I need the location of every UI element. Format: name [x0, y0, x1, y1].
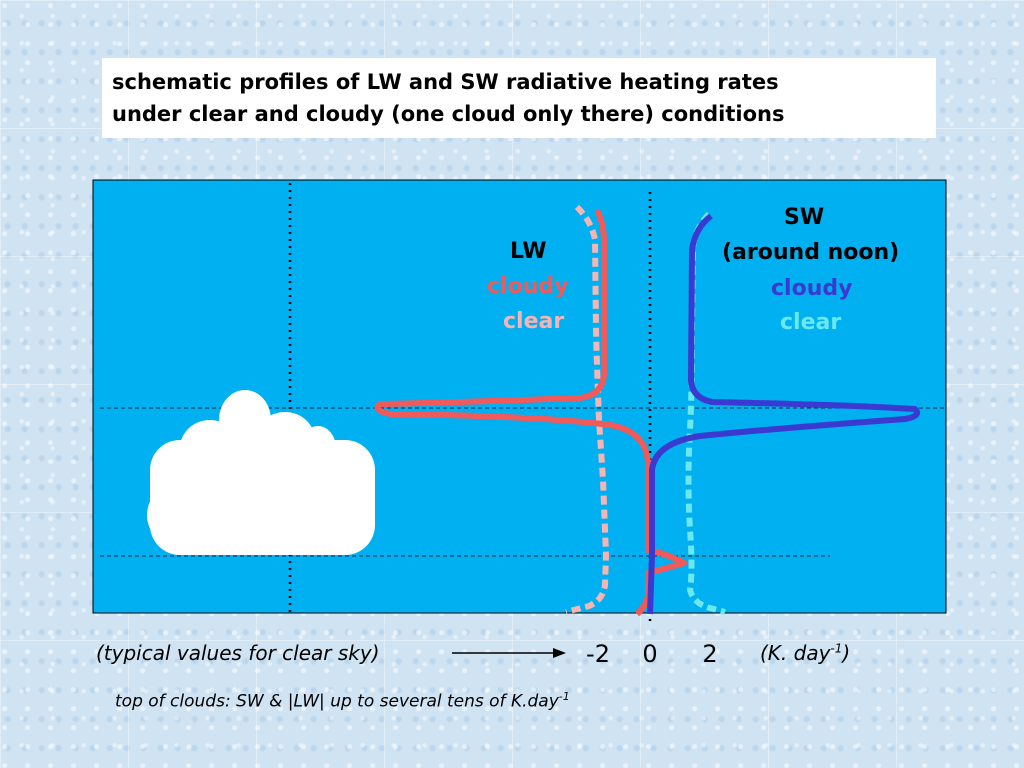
tick-label-minus-2: -2 [586, 640, 610, 668]
title-line-2: under clear and cloudy (one cloud only t… [112, 102, 785, 126]
footnote: top of clouds: SW & |LW| up to several t… [115, 690, 570, 712]
lw-cloudy-profile [374, 208, 687, 617]
sw-cloudy-label: cloudy [771, 276, 853, 301]
unit-exponent: -1 [830, 641, 843, 656]
unit-suffix: ) [842, 641, 851, 665]
lw-clear-label: clear [503, 309, 565, 334]
unit-label: (K. day-1) [760, 641, 850, 665]
footnote-exponent: -1 [558, 690, 570, 703]
footnote-text: top of clouds: SW & |LW| up to several t… [115, 691, 559, 712]
sw-clear-label: clear [780, 310, 842, 335]
tick-label-0: 0 [642, 640, 658, 668]
axis-note: (typical values for clear sky) [96, 641, 380, 665]
sw-clear-profile [685, 211, 726, 615]
sw-heading: SW [784, 205, 825, 230]
title-box: schematic profiles of LW and SW radiativ… [102, 58, 936, 138]
tick-label-2: 2 [702, 640, 718, 668]
title-line-1: schematic profiles of LW and SW radiativ… [112, 70, 779, 94]
lw-cloudy-label: cloudy [487, 274, 569, 299]
sw-subheading: (around noon) [722, 240, 900, 265]
sw-cloudy-profile [647, 213, 920, 615]
lw-heading: LW [510, 239, 547, 264]
unit-prefix: (K. day [760, 641, 831, 665]
axis-arrow-head [553, 648, 566, 658]
cloud-shape [147, 390, 375, 555]
